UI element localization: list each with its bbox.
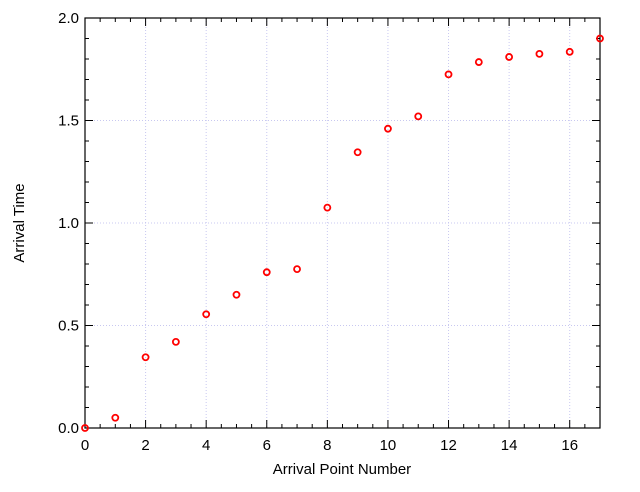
data-point	[505, 53, 514, 61]
data-point	[596, 34, 604, 43]
y-tick-label: 2.0	[58, 10, 79, 27]
y-tick-label: 0.0	[58, 420, 79, 437]
y-axis-title: Arrival Time	[11, 183, 28, 262]
ticks	[84, 17, 601, 429]
data-point	[202, 310, 211, 319]
x-tick-label: 14	[501, 437, 518, 454]
data-point	[414, 112, 423, 121]
data-point	[353, 148, 362, 157]
data-point	[171, 337, 180, 346]
y-tick-label: 0.5	[58, 318, 79, 335]
x-tick-labels: 0 2 4 6 8 10 12 14 16	[81, 437, 578, 454]
x-tick-label: 2	[141, 437, 149, 454]
data-point	[81, 424, 89, 432]
x-tick-label: 0	[81, 437, 89, 454]
data-point	[565, 47, 574, 56]
data-point	[111, 413, 120, 422]
data-point	[444, 70, 453, 79]
y-tick-label: 1.0	[58, 215, 79, 232]
grid	[84, 17, 600, 429]
data-point	[293, 265, 301, 274]
data-point	[535, 49, 544, 58]
x-tick-label: 8	[323, 437, 331, 454]
data-point	[474, 58, 483, 66]
data-point	[384, 124, 392, 133]
y-tick-label: 1.5	[58, 113, 79, 130]
x-tick-label: 10	[380, 437, 397, 454]
x-tick-label: 6	[263, 437, 271, 454]
x-tick-label: 4	[202, 437, 210, 454]
data-points	[81, 34, 604, 432]
data-point	[323, 203, 332, 212]
data-point	[232, 290, 241, 299]
x-tick-label: 12	[440, 437, 457, 454]
y-tick-labels: 0.0 0.5 1.0 1.5 2.0	[58, 10, 79, 437]
x-tick-label: 16	[561, 437, 578, 454]
x-axis-title: Arrival Point Number	[273, 461, 411, 478]
plot-frame	[84, 17, 601, 429]
data-point	[262, 268, 271, 277]
data-point	[141, 353, 150, 362]
